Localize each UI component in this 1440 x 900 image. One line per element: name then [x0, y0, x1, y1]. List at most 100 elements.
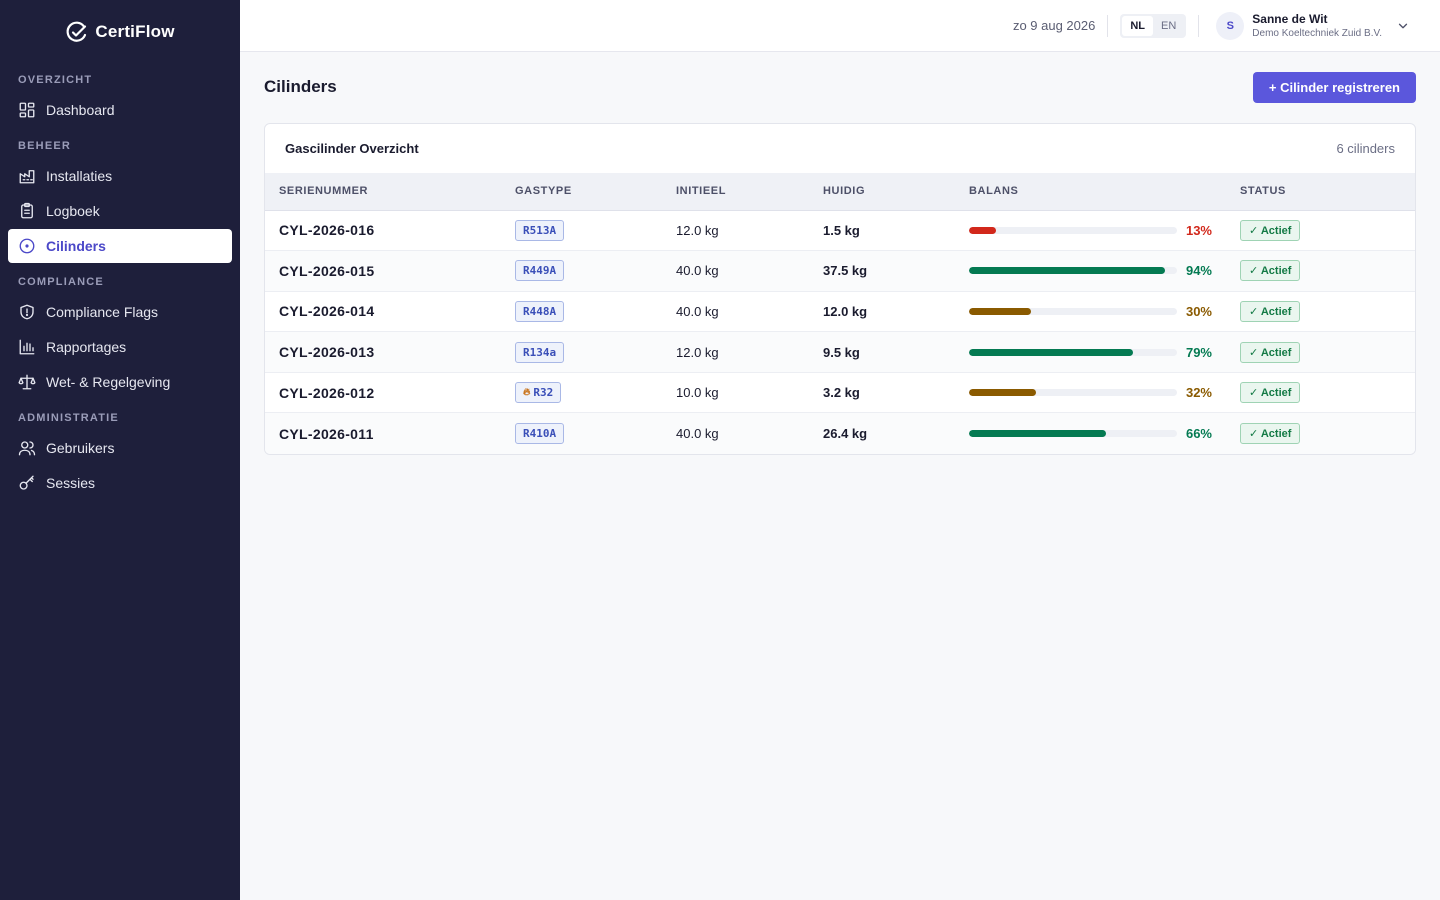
serial-number[interactable]: CYL-2026-012 [279, 384, 375, 401]
table-row[interactable]: CYL-2026-014 R448A 40.0 kg 12.0 kg 30% ✓… [265, 291, 1415, 333]
cell-serial: CYL-2026-014 [265, 291, 515, 333]
serial-number[interactable]: CYL-2026-011 [279, 425, 374, 442]
cell-serial: CYL-2026-012 [265, 372, 515, 414]
language-option-en[interactable]: EN [1161, 19, 1177, 32]
clipboard-icon [21, 202, 33, 219]
sidebar-item-gebruikers[interactable]: Gebruikers [8, 431, 232, 465]
cell-serial: CYL-2026-016 [265, 210, 515, 252]
column-header-status[interactable]: STATUS [1240, 173, 1415, 211]
balance-percent: 66% [1185, 426, 1212, 442]
gas-type-label: R410A [523, 427, 557, 441]
factory-icon [19, 170, 35, 184]
sidebar-item-wet-regelgeving[interactable]: Wet- & Regelgeving [8, 365, 232, 399]
chevron-down-icon[interactable] [1396, 19, 1410, 33]
sidebar-item-label: Installaties [46, 168, 113, 184]
sidebar-nav: OVERZICHT Dashboard BEHEER Installaties Logb… [0, 73, 240, 500]
cell-initial: 40.0 kg [676, 291, 823, 333]
status-badge: ✓ Actief [1240, 341, 1301, 363]
sidebar-item-logboek[interactable]: Logboek [8, 194, 232, 228]
language-option-nl[interactable]: NL [1122, 15, 1154, 36]
status-badge: ✓ Actief [1240, 300, 1301, 322]
balance-percent: 30% [1185, 303, 1212, 319]
cylinder-overview-card: Gascilinder Overzicht 6 cilinders SERIEN… [264, 123, 1416, 455]
balance-bar-fill [969, 430, 1107, 438]
sidebar-item-installaties[interactable]: Installaties [8, 159, 232, 193]
balance-percent: 32% [1185, 385, 1212, 401]
cell-gastype: R449A [515, 250, 676, 292]
nav-section-label: BEHEER [18, 140, 72, 152]
cell-serial: CYL-2026-011 [265, 412, 515, 454]
brand-name: CertiFlow [95, 22, 175, 41]
gas-type-badge: 🔥︎ R32 [515, 382, 562, 404]
cell-balance: 32% [969, 372, 1240, 414]
current-date: zo 9 aug 2026 [1012, 18, 1096, 33]
gas-type-badge: R448A [515, 300, 565, 322]
balance-bar [969, 226, 1177, 234]
balance-indicator: 94% [969, 263, 1240, 278]
table-row[interactable]: CYL-2026-015 R449A 40.0 kg 37.5 kg 94% ✓… [265, 250, 1415, 292]
nav-section: OVERZICHT Dashboard [0, 73, 240, 127]
balance-bar-fill [969, 307, 1032, 315]
column-header-current[interactable]: HUIDIG [823, 173, 969, 211]
column-header-balance[interactable]: BALANS [969, 173, 1240, 211]
nav-section: COMPLIANCE Compliance Flags Rapportages Wet… [0, 275, 240, 399]
language-switcher: NL EN [1120, 13, 1187, 38]
user-info: Sanne de Wit Demo Koeltechniek Zuid B.V. [1252, 12, 1382, 39]
dashboard-icon [19, 102, 35, 118]
register-cylinder-button[interactable]: + Cilinder registreren [1252, 71, 1416, 103]
sidebar-item-label: Dashboard [46, 102, 115, 118]
brand[interactable]: CertiFlow [0, 0, 240, 64]
cell-initial: 40.0 kg [676, 250, 823, 292]
user-menu[interactable]: S Sanne de Wit Demo Koeltechniek Zuid B.… [1216, 11, 1410, 40]
table-row[interactable]: CYL-2026-013 R134a 12.0 kg 9.5 kg 79% ✓ … [265, 331, 1415, 373]
certiflow-logo-icon [66, 21, 87, 42]
balance-bar-fill [969, 267, 1165, 275]
balance-indicator: 66% [969, 426, 1240, 441]
serial-number[interactable]: CYL-2026-016 [279, 222, 375, 239]
user-organization: Demo Koeltechniek Zuid B.V. [1252, 28, 1382, 39]
balance-bar-fill [969, 348, 1134, 356]
cell-status: ✓ Actief [1240, 372, 1415, 414]
sidebar-item-dashboard[interactable]: Dashboard [8, 93, 232, 127]
column-header-initial[interactable]: INITIEEL [676, 173, 823, 211]
nav-section-label: COMPLIANCE [18, 276, 104, 288]
cell-initial: 10.0 kg [676, 372, 823, 414]
status-badge: ✓ Actief [1240, 219, 1301, 241]
balance-bar [969, 430, 1177, 438]
balance-indicator: 30% [969, 304, 1240, 319]
status-badge: ✓ Actief [1240, 423, 1301, 445]
shield-icon [20, 304, 34, 320]
column-header-gastype[interactable]: GASTYPE [515, 173, 676, 211]
gas-type-badge: R513A [515, 219, 565, 241]
balance-bar [969, 389, 1177, 397]
cell-current: 26.4 kg [823, 412, 969, 454]
table-row[interactable]: CYL-2026-012 🔥︎ R32 10.0 kg 3.2 kg 32% ✓ … [265, 372, 1415, 414]
gas-type-label: R32 [533, 386, 554, 400]
balance-indicator: 32% [969, 385, 1240, 400]
sidebar-item-cilinders[interactable]: Cilinders [8, 229, 232, 263]
table-row[interactable]: CYL-2026-011 R410A 40.0 kg 26.4 kg 66% ✓… [265, 412, 1415, 454]
serial-number[interactable]: CYL-2026-013 [279, 344, 375, 361]
table-row[interactable]: CYL-2026-016 R513A 12.0 kg 1.5 kg 13% ✓ … [265, 210, 1415, 252]
gas-type-label: R513A [523, 223, 557, 237]
avatar: S [1216, 11, 1245, 40]
cell-balance: 13% [969, 210, 1240, 252]
key-icon [19, 475, 34, 490]
page-header: Cilinders + Cilinder registreren [264, 52, 1416, 122]
gas-type-label: R134a [523, 345, 557, 359]
cell-current: 1.5 kg [823, 210, 969, 252]
sidebar-item-label: Compliance Flags [46, 304, 159, 320]
gas-type-badge: R410A [515, 423, 565, 445]
serial-number[interactable]: CYL-2026-014 [279, 303, 375, 320]
cylinder-count: 6 cilinders [1336, 141, 1395, 156]
card-title: Gascilinder Overzicht [285, 141, 419, 156]
serial-number[interactable]: CYL-2026-015 [279, 262, 375, 279]
sidebar-item-rapportages[interactable]: Rapportages [8, 330, 232, 364]
column-header-serial[interactable]: SERIENUMMER [265, 173, 515, 211]
sidebar-item-compliance-flags[interactable]: Compliance Flags [8, 295, 232, 329]
balance-indicator: 13% [969, 223, 1240, 238]
sidebar-item-sessies[interactable]: Sessies [8, 466, 232, 500]
page-title: Cilinders [264, 77, 337, 96]
balance-bar [969, 267, 1177, 275]
scale-icon [18, 374, 36, 390]
